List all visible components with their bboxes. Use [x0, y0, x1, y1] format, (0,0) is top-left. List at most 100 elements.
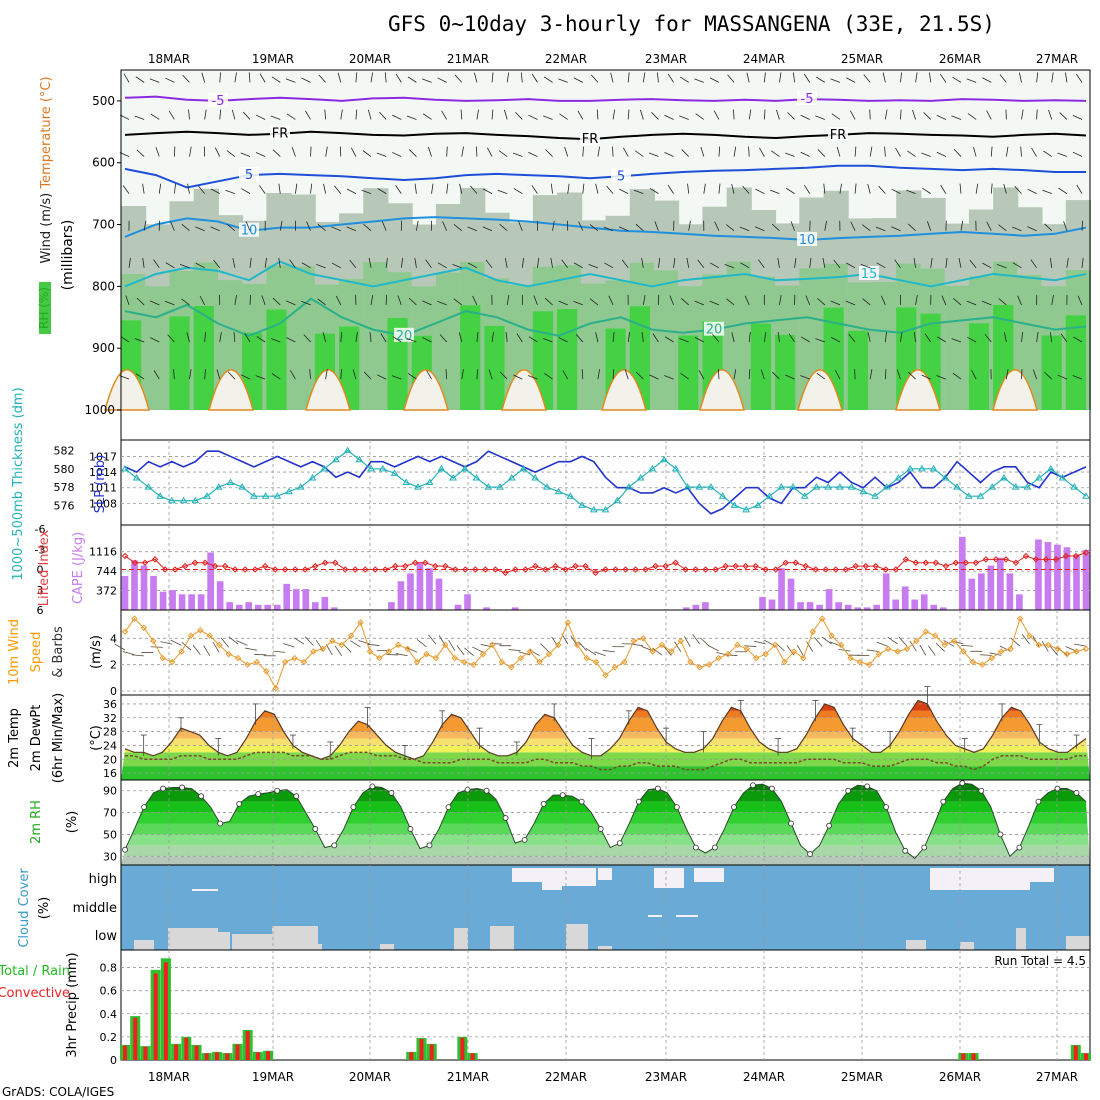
rh-point [483, 787, 490, 794]
wind-barb [558, 337, 568, 343]
wind-barb [558, 300, 568, 306]
cape-bar [254, 604, 262, 610]
thickness-point [378, 464, 387, 472]
wind-speed-point [903, 645, 911, 653]
wind-barb [128, 257, 131, 268]
wind-barb [936, 151, 947, 157]
wind-speed-point [470, 661, 477, 668]
cape-bar [835, 602, 842, 610]
wind-barb [930, 257, 933, 268]
wind-barb [769, 189, 780, 195]
wind-barb [907, 150, 916, 157]
wind-barb [452, 264, 462, 269]
wind-speed-point [677, 637, 685, 645]
wind-barb [669, 295, 674, 306]
wind-barb [596, 109, 599, 120]
wind-speed-point [140, 624, 148, 632]
rh-tick-label: 50 [103, 828, 117, 841]
wind-barb [518, 221, 523, 231]
rh-band-sat [775, 334, 796, 410]
wind-barb [979, 654, 992, 656]
wind-barb [189, 369, 192, 380]
cape-bar [911, 599, 919, 610]
wind-speed-point [178, 648, 185, 655]
precip-convective-bar [143, 1046, 148, 1060]
thickness-point [390, 469, 399, 476]
wind-barb [862, 298, 871, 306]
wind-barb [753, 640, 766, 645]
rh-point [673, 804, 680, 811]
wind-speed-point [460, 658, 468, 666]
wind-barb [181, 298, 190, 306]
precip-convective-bar [961, 1053, 966, 1060]
cape-bar [1016, 594, 1023, 610]
wind-barb [936, 114, 947, 120]
slp-thickness-panel: 1008 1011 1014 1017 576 578 580 582 SLP (mb) 100… [11, 387, 1091, 581]
isotherm-label: -5 [801, 92, 814, 107]
wind-barb [727, 74, 735, 83]
thickness-point [753, 501, 762, 508]
cape-bar [483, 607, 490, 610]
panel-frame [120, 609, 1091, 696]
isotherm-label-bg [270, 125, 290, 140]
wind-barb [363, 223, 372, 232]
wind-barb [355, 109, 358, 120]
li-point [281, 566, 289, 573]
wind-barb [219, 72, 222, 83]
thickness-point [707, 483, 715, 490]
wind-barb [233, 332, 236, 343]
wind-barb [234, 72, 237, 83]
thickness-point [179, 496, 188, 504]
wind-speed-point [197, 627, 204, 634]
wind-barb [900, 109, 902, 120]
cape-bar [292, 589, 300, 610]
wind-barb [939, 73, 947, 83]
wind-barb [182, 74, 190, 83]
wind-barb [407, 76, 417, 83]
thickness-point [976, 492, 985, 499]
wind-barb [695, 113, 705, 120]
wind-speed-point [837, 641, 845, 649]
cape-bar [273, 604, 281, 610]
wind-barb [369, 332, 372, 343]
thickness-point [1046, 464, 1055, 472]
li-point [522, 566, 529, 573]
thickness-point [507, 473, 516, 481]
wind-barb [181, 223, 190, 232]
isotherm-label: FR [582, 132, 599, 147]
precip-convective-bar [1073, 1045, 1078, 1060]
li-point [332, 559, 339, 566]
wind-barb [610, 72, 614, 83]
wind-tick-label: 0 [110, 685, 117, 698]
wind-barb [953, 149, 962, 157]
thickness-point [460, 464, 469, 472]
wind-barb [543, 76, 553, 83]
wind-barb [340, 109, 343, 120]
wind-barb [240, 152, 251, 157]
li-point [782, 559, 789, 566]
wind-barb [941, 295, 947, 306]
wind-barb [1049, 257, 1053, 268]
wind-barb [923, 112, 932, 120]
wind-barb [869, 146, 873, 157]
cape-bar [873, 604, 880, 610]
li-point [922, 559, 930, 566]
thickness-point [906, 464, 915, 472]
wind-speed-point [592, 658, 600, 666]
precip-ylabel: 3hr Precip (mm) [65, 952, 80, 1057]
axis-label-part: (%) [37, 897, 52, 920]
wind-barb [688, 220, 691, 231]
wind-barb [461, 146, 464, 157]
wind-barb [922, 187, 931, 194]
wind-barb [817, 298, 826, 306]
wind-barb [604, 262, 614, 269]
rh-band-sat [169, 316, 190, 410]
wind-barb [658, 257, 661, 268]
thickness-point [859, 487, 868, 495]
wind-barb [846, 77, 856, 83]
wind-barb [316, 264, 326, 269]
li-point [762, 566, 769, 573]
li-point [352, 566, 359, 573]
rh-point [426, 842, 433, 849]
wind-barb [322, 332, 327, 343]
